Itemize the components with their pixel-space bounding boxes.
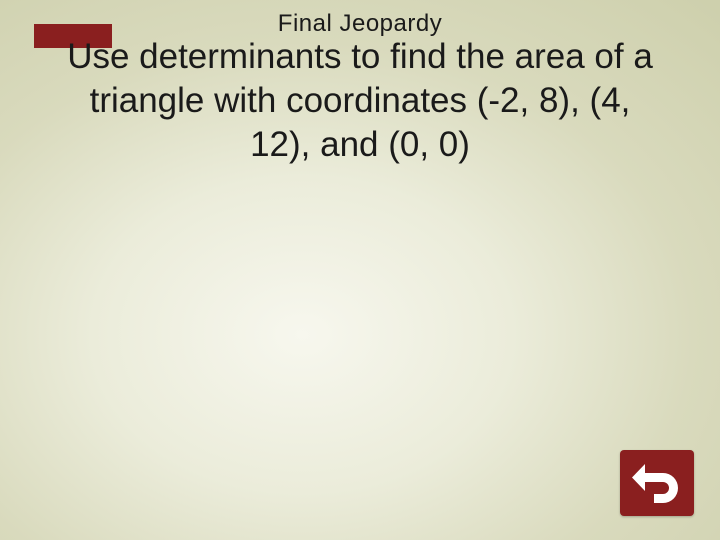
slide-title: Final Jeopardy [0, 10, 720, 38]
return-button[interactable] [620, 450, 694, 516]
return-icon [630, 459, 684, 507]
slide-body-text: Use determinants to find the area of a t… [60, 35, 660, 166]
slide: Final Jeopardy Use determinants to find … [0, 0, 720, 540]
